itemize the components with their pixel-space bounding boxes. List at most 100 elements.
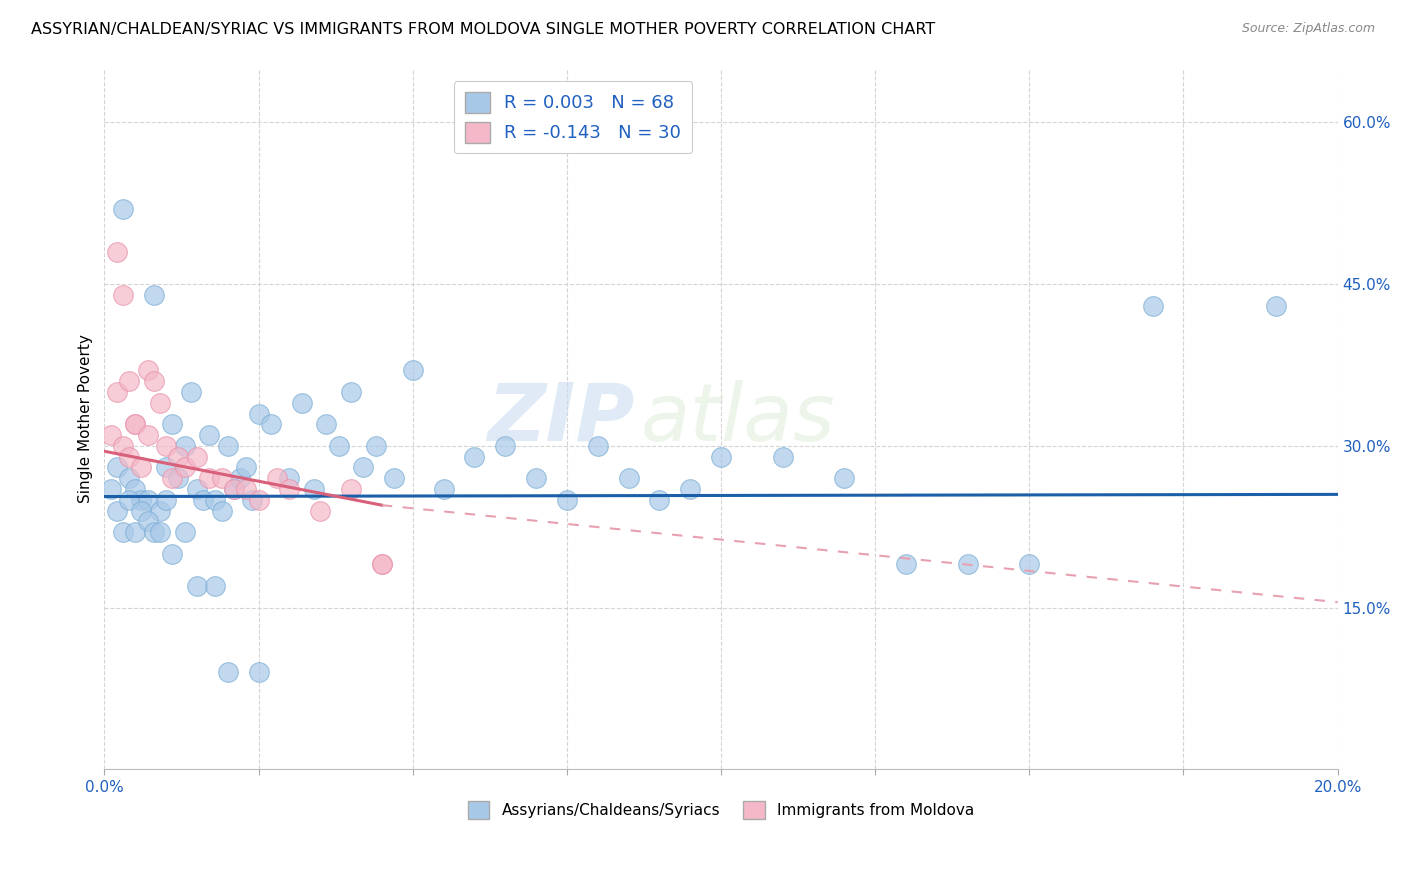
Point bbox=[118, 492, 141, 507]
Point bbox=[131, 460, 153, 475]
Point bbox=[278, 471, 301, 485]
Point bbox=[124, 417, 146, 432]
Point bbox=[240, 492, 263, 507]
Point bbox=[260, 417, 283, 432]
Point bbox=[956, 558, 979, 572]
Point bbox=[186, 579, 208, 593]
Point bbox=[131, 503, 153, 517]
Text: atlas: atlas bbox=[641, 380, 835, 458]
Point bbox=[105, 244, 128, 259]
Point bbox=[217, 665, 239, 680]
Point bbox=[402, 363, 425, 377]
Point bbox=[382, 471, 405, 485]
Point bbox=[167, 471, 190, 485]
Point bbox=[155, 492, 177, 507]
Point bbox=[160, 547, 183, 561]
Point bbox=[291, 396, 314, 410]
Text: Source: ZipAtlas.com: Source: ZipAtlas.com bbox=[1241, 22, 1375, 36]
Point bbox=[198, 471, 221, 485]
Point bbox=[648, 492, 671, 507]
Point bbox=[131, 492, 153, 507]
Point bbox=[710, 450, 733, 464]
Point bbox=[124, 482, 146, 496]
Point bbox=[315, 417, 337, 432]
Point bbox=[155, 460, 177, 475]
Point bbox=[186, 450, 208, 464]
Point bbox=[180, 384, 202, 399]
Point bbox=[302, 482, 325, 496]
Point bbox=[432, 482, 454, 496]
Point bbox=[340, 482, 363, 496]
Y-axis label: Single Mother Poverty: Single Mother Poverty bbox=[79, 334, 93, 503]
Point bbox=[155, 439, 177, 453]
Point bbox=[124, 525, 146, 540]
Point bbox=[118, 471, 141, 485]
Point bbox=[136, 363, 159, 377]
Point bbox=[352, 460, 374, 475]
Point bbox=[111, 288, 134, 302]
Point bbox=[100, 482, 122, 496]
Point bbox=[186, 482, 208, 496]
Point bbox=[167, 450, 190, 464]
Point bbox=[173, 439, 195, 453]
Point bbox=[309, 503, 332, 517]
Point bbox=[834, 471, 856, 485]
Point bbox=[142, 288, 165, 302]
Legend: Assyrians/Chaldeans/Syriacs, Immigrants from Moldova: Assyrians/Chaldeans/Syriacs, Immigrants … bbox=[463, 795, 980, 825]
Point bbox=[142, 374, 165, 388]
Point bbox=[124, 417, 146, 432]
Point bbox=[149, 396, 172, 410]
Point bbox=[149, 525, 172, 540]
Point bbox=[1142, 299, 1164, 313]
Point bbox=[222, 482, 245, 496]
Point bbox=[894, 558, 917, 572]
Point bbox=[235, 482, 257, 496]
Point bbox=[173, 460, 195, 475]
Point bbox=[111, 202, 134, 216]
Point bbox=[247, 407, 270, 421]
Point bbox=[204, 579, 226, 593]
Point bbox=[266, 471, 288, 485]
Point bbox=[118, 374, 141, 388]
Point bbox=[136, 514, 159, 528]
Point bbox=[555, 492, 578, 507]
Point bbox=[136, 492, 159, 507]
Point bbox=[105, 503, 128, 517]
Point bbox=[371, 558, 394, 572]
Point bbox=[586, 439, 609, 453]
Text: ASSYRIAN/CHALDEAN/SYRIAC VS IMMIGRANTS FROM MOLDOVA SINGLE MOTHER POVERTY CORREL: ASSYRIAN/CHALDEAN/SYRIAC VS IMMIGRANTS F… bbox=[31, 22, 935, 37]
Point bbox=[100, 428, 122, 442]
Point bbox=[278, 482, 301, 496]
Point bbox=[160, 417, 183, 432]
Point bbox=[524, 471, 547, 485]
Point bbox=[494, 439, 516, 453]
Point bbox=[211, 503, 233, 517]
Point bbox=[679, 482, 702, 496]
Point bbox=[217, 439, 239, 453]
Point bbox=[1265, 299, 1288, 313]
Point bbox=[204, 492, 226, 507]
Point bbox=[149, 503, 172, 517]
Point bbox=[136, 428, 159, 442]
Point bbox=[340, 384, 363, 399]
Point bbox=[247, 492, 270, 507]
Point bbox=[118, 450, 141, 464]
Point bbox=[198, 428, 221, 442]
Point bbox=[211, 471, 233, 485]
Point bbox=[247, 665, 270, 680]
Point bbox=[160, 471, 183, 485]
Point bbox=[105, 384, 128, 399]
Point bbox=[364, 439, 387, 453]
Point bbox=[772, 450, 794, 464]
Point bbox=[142, 525, 165, 540]
Point bbox=[463, 450, 485, 464]
Point bbox=[617, 471, 640, 485]
Point bbox=[111, 525, 134, 540]
Point bbox=[328, 439, 350, 453]
Point bbox=[229, 471, 252, 485]
Point bbox=[191, 492, 214, 507]
Point bbox=[105, 460, 128, 475]
Point bbox=[222, 482, 245, 496]
Point bbox=[371, 558, 394, 572]
Text: ZIP: ZIP bbox=[488, 380, 634, 458]
